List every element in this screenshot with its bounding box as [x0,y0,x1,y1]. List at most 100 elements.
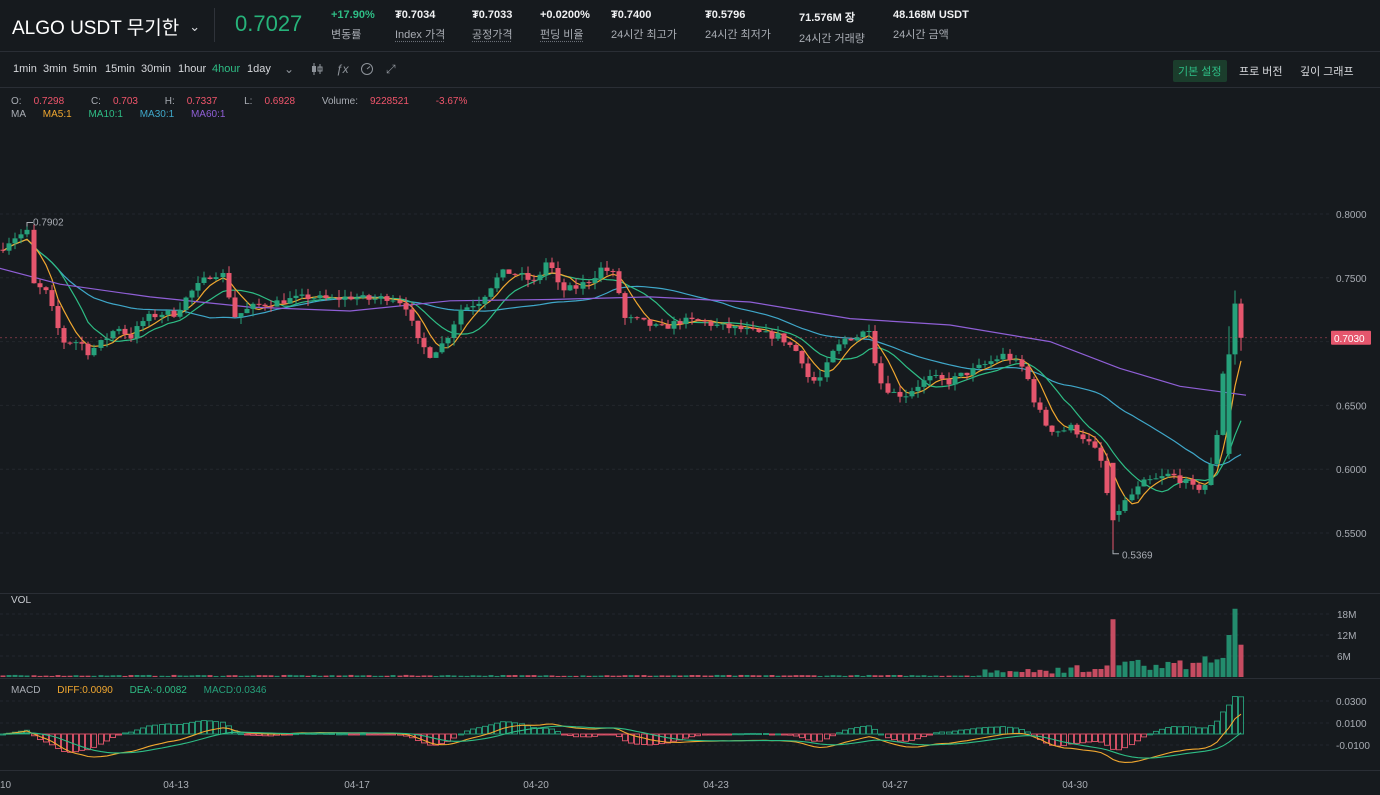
symbol-selector[interactable]: ALGO USDT 무기한 ⌄ [12,13,200,40]
view-tab-1[interactable]: 프로 버전 [1239,66,1283,78]
volume-bar [805,675,811,677]
candle [24,226,30,238]
candle-body [1153,478,1159,480]
timeframe-1hour[interactable]: 1hour [178,63,207,75]
volume-bar [909,675,915,677]
candle [232,290,238,318]
volume-bar [787,675,793,677]
volume-bar [85,675,91,677]
fx-icon[interactable]: ƒx [336,62,349,76]
candle-body [836,344,842,351]
volume-bar [866,674,872,677]
low-label: L: [244,96,253,107]
candle [439,336,445,354]
timeframe-5min[interactable]: 5min [73,63,97,75]
volume-bar [519,675,525,677]
volume-bar [31,675,37,677]
candlestick-icon[interactable] [311,62,323,79]
chevron-down-icon[interactable]: ⌄ [189,19,201,34]
timeframe-15min[interactable]: 15min [105,63,135,75]
candle [494,273,500,292]
candle-body [610,270,616,272]
volume-bar [1147,669,1153,677]
macd-bar [244,733,250,736]
stat-4: ₮0.7400 24시간 최고가 [611,9,677,42]
volume-bar [195,675,201,677]
expand-icon[interactable]: ⤢ [386,62,396,76]
candle-body [598,267,604,279]
macd-bar [189,721,195,735]
stat-1[interactable]: ₮0.7034 Index 가격 [395,9,445,42]
volume-bar [891,674,897,677]
macd-bar [134,729,140,735]
candle-body [238,313,244,318]
macd-bar [1074,733,1080,744]
volume-bar [769,675,775,677]
timeframe-4hour[interactable]: 4hour [212,63,241,75]
volume-bar [946,675,952,677]
candle-body [189,290,195,298]
macd-tick-label: 0.0300 [1336,697,1367,708]
candle-body [1165,473,1171,477]
candle [104,333,110,348]
timeframe-3min[interactable]: 3min [43,63,67,75]
macd-bar [1208,725,1214,735]
candle-body [616,271,622,294]
volume-bar [213,675,219,677]
gauge-icon[interactable] [360,62,374,79]
macd-bar [988,726,994,735]
candle-body [390,300,396,302]
candle-body [1226,354,1232,454]
volume-bar [885,675,891,677]
volume-bar [732,675,738,677]
volume-bar [207,675,213,677]
volume-bar [1104,665,1110,677]
candle-body [671,321,677,329]
timeframe-1min[interactable]: 1min [13,63,37,75]
macd-bar [445,733,451,742]
candle [836,339,842,355]
view-tab-2[interactable]: 깊이 그래프 [1300,66,1354,78]
candle-body [433,352,439,358]
volume-bar [49,675,55,677]
volume-bar [1007,671,1013,677]
candle [397,295,403,307]
candle-body [165,310,171,315]
candle-body [476,303,482,306]
ma-label: MA [11,109,26,120]
stat-2[interactable]: ₮0.7033 공정가격 [472,9,512,42]
candle-body [336,297,342,300]
candle [6,237,12,255]
candle [1007,349,1013,365]
candle [1000,347,1006,362]
volume-bar [1171,662,1177,677]
volume-bar [854,674,860,677]
candle [1232,290,1238,365]
volume-bar [12,674,18,677]
candle-body [842,338,848,345]
volume-bar [268,675,274,677]
macd-bar [811,733,817,742]
stat-3[interactable]: +0.0200% 펀딩 비율 [540,9,590,42]
candle-body [872,330,878,364]
candle [31,224,37,284]
candle-body [573,285,579,289]
candle-body [281,300,287,304]
view-tab-0[interactable]: 기본 설정 [1173,60,1227,82]
candle [299,288,305,300]
macd-bar [1190,726,1196,735]
candle [586,280,592,290]
timeframe-1day[interactable]: 1day [247,63,271,75]
candle-body [342,296,348,300]
volume-bar [952,675,958,677]
macd-bar [61,733,67,752]
candle-body [293,295,299,299]
candle [702,318,708,327]
macd-bar [714,733,720,736]
volume-tick-label: 18M [1337,610,1356,621]
candle [1129,488,1135,502]
candle-body [885,383,891,393]
chevron-down-icon[interactable]: ⌄ [284,62,295,76]
timeframe-30min[interactable]: 30min [141,63,171,75]
